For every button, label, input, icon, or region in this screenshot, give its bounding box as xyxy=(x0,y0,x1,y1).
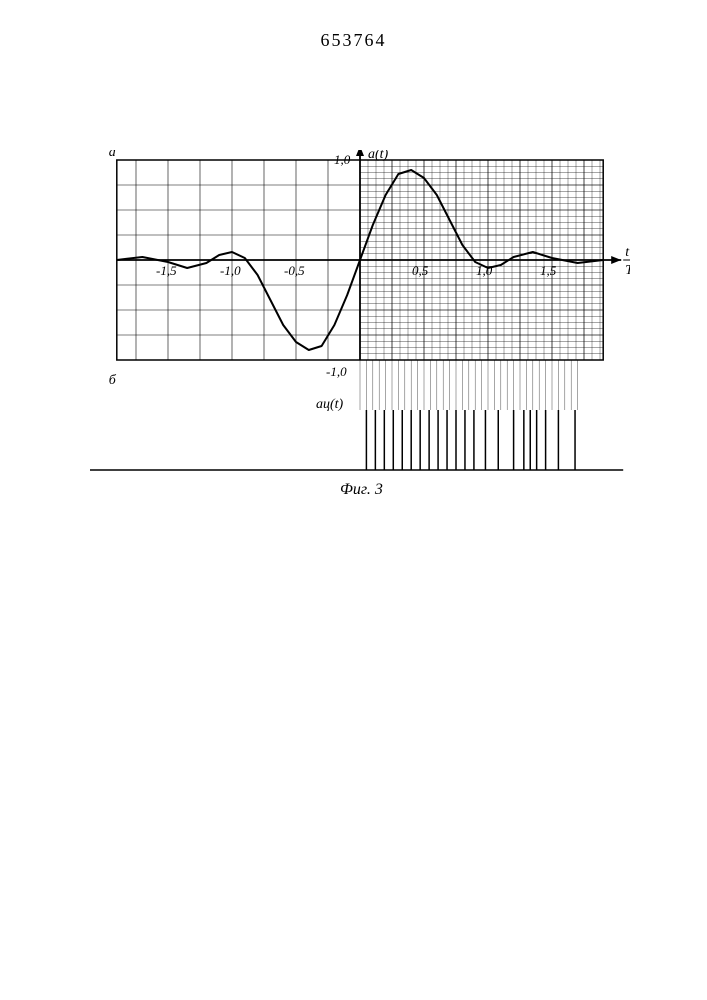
svg-text:1,5: 1,5 xyxy=(540,263,557,278)
svg-text:0,5: 0,5 xyxy=(412,263,429,278)
b-axis-label: aц(t) xyxy=(316,397,344,412)
figure-caption: Фиг. 3 xyxy=(340,481,383,498)
x-axis-label-t: t xyxy=(625,245,630,260)
svg-text:-1,0: -1,0 xyxy=(220,263,241,278)
svg-text:-0,5: -0,5 xyxy=(284,263,305,278)
figure-svg: -1,5 -1,0 -0,5 0,5 1,0 1,5 1,0 -1,0 a(t) tTа б aц(t… xyxy=(90,150,630,510)
x-axis-label-T: T xyxy=(625,263,630,278)
svg-text:1,0: 1,0 xyxy=(476,263,493,278)
y-axis-label: a(t) xyxy=(368,150,389,162)
pulse-train xyxy=(366,410,575,470)
panel-a-label: а xyxy=(109,150,116,160)
svg-text:-1,0: -1,0 xyxy=(326,364,347,379)
svg-text:1,0: 1,0 xyxy=(334,152,351,167)
page-number: 653764 xyxy=(321,30,387,51)
vertical-extension-lines xyxy=(360,360,578,410)
panel-b-label: б xyxy=(109,373,117,388)
svg-text:-1,5: -1,5 xyxy=(156,263,177,278)
